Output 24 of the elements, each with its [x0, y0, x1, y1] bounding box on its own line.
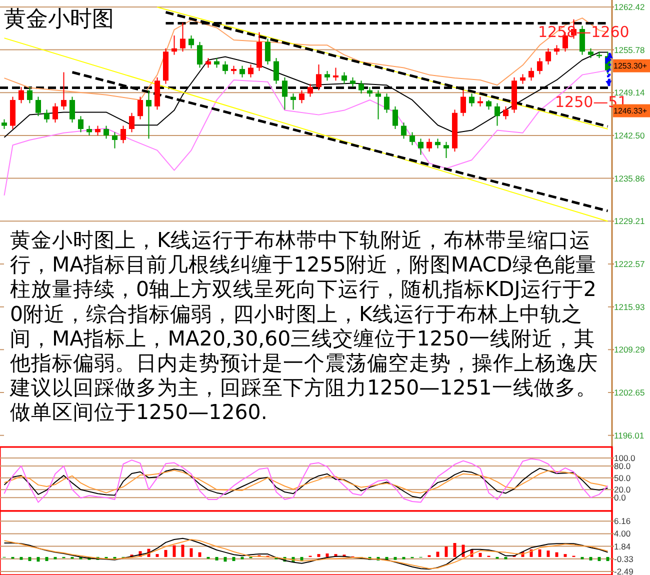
y-tick-label: 50.0 — [614, 472, 631, 483]
y-tick-label: 1222.57 — [614, 259, 645, 270]
y-tick-label: 1215.93 — [614, 302, 645, 312]
y-tick-label: 20.0 — [614, 484, 631, 495]
annotation: 黄金小时图上，K线运行于布林带中下轨附近，布林带呈缩口运行，MA指标目前几根线纠缠于1255附近，附图MACD绿色能量柱放量持续，0轴上方双线呈死向下运行，随机指标KDJ运行于20附近，综合指标偏弱，四小时图上，K线运行于布林上中轨之间，MA指标上，MA20,30,60三线交缠位于1250一线附近，其他指标偏弱。日内走势预计是一个震荡偏空走势，操作上杨逸庆建议以回踩做多为主，回踩至下方阻力1250—1251一线做多。做单区间位于1250—1260. — [9, 228, 598, 424]
y-tick-label: -2.49 — [614, 566, 634, 575]
y-tick-label: -0.33 — [614, 554, 634, 564]
y-tick-label: 1209.29 — [614, 344, 645, 355]
y-tick-label: 1202.65 — [614, 387, 645, 398]
annotation: 1246.33+ — [614, 106, 648, 116]
y-tick-label: 0.0 — [614, 492, 626, 503]
y-tick-label: 1229.21 — [614, 216, 645, 226]
chart-title: 黄金小时图 — [4, 7, 114, 32]
y-tick-label: 1196.01 — [614, 430, 644, 440]
y-tick-label: 80.0 — [614, 460, 631, 471]
y-tick-label: 1255.78 — [614, 44, 645, 55]
y-tick-label: 6.16 — [614, 516, 631, 526]
y-tick-label: 1235.86 — [614, 173, 645, 184]
y-tick-label: 1.84 — [614, 541, 631, 552]
y-tick-label: 100.0 — [614, 453, 636, 464]
y-tick-label: 1262.42 — [614, 2, 645, 12]
y-tick-label: 4.00 — [614, 528, 631, 539]
y-tick-label: 1242.50 — [614, 130, 645, 140]
annotation: 1253.30+ — [614, 61, 648, 70]
